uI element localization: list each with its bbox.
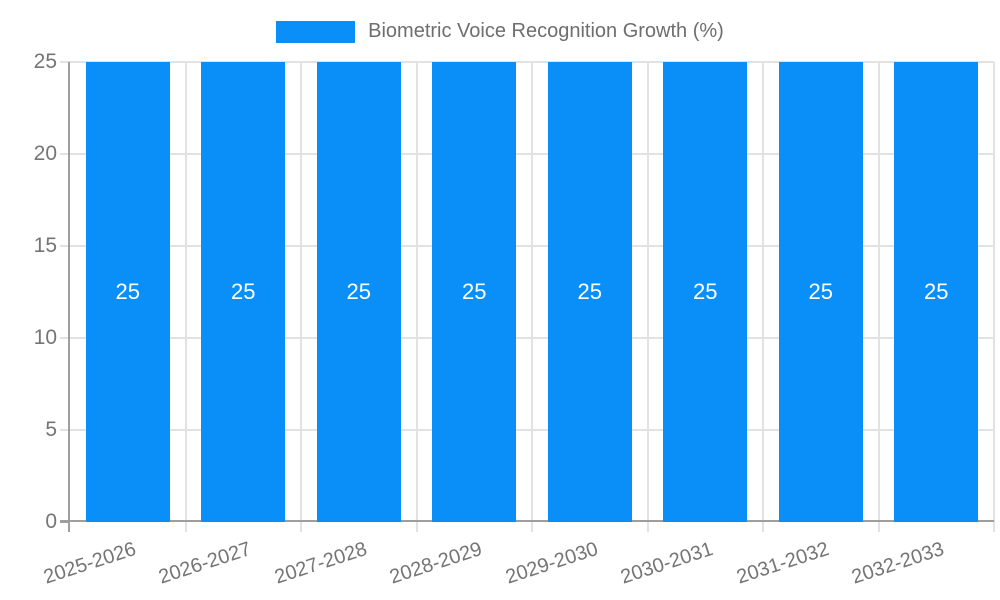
bar [316, 62, 401, 522]
x-tick-mark [531, 522, 533, 532]
bar-value-label: 25 [577, 279, 602, 304]
y-tick-label: 10 [33, 326, 57, 349]
x-tick-label: 2026-2027 [156, 538, 255, 589]
y-tick-label: 0 [45, 510, 57, 533]
x-gridline [184, 62, 187, 522]
y-tick-label: 25 [33, 50, 57, 73]
x-gridline [531, 62, 533, 522]
x-tick-label: 2032-2033 [849, 538, 948, 589]
y-axis-line [68, 62, 70, 532]
y-tick-mark [60, 245, 70, 247]
bar-value-label: 25 [346, 279, 371, 304]
bar [201, 62, 286, 522]
x-gridline [762, 62, 764, 522]
y-tick-label: 20 [33, 142, 57, 165]
y-tick-mark [60, 429, 70, 431]
bar-value-label: 25 [924, 279, 949, 304]
x-tick-mark [300, 522, 302, 532]
legend[interactable]: Biometric Voice Recognition Growth (%) [0, 20, 1000, 43]
x-tick-label: 2030-2031 [618, 538, 717, 589]
y-tick-mark [60, 337, 70, 339]
bar-value-label: 25 [115, 279, 140, 304]
x-gridline [415, 62, 418, 522]
bar-value-label: 25 [808, 279, 833, 304]
x-gridline [300, 62, 302, 522]
x-tick-mark [762, 522, 764, 532]
bar [85, 62, 170, 522]
x-axis-line [60, 520, 994, 522]
legend-label: Biometric Voice Recognition Growth (%) [368, 20, 724, 42]
x-tick-mark [646, 522, 649, 532]
bar-value-label: 25 [231, 279, 256, 304]
legend-swatch[interactable] [276, 20, 356, 43]
x-tick-mark [993, 522, 995, 532]
x-tick-mark [184, 522, 187, 532]
bar [663, 62, 748, 522]
x-tick-label: 2029-2030 [502, 538, 601, 589]
bar [778, 62, 863, 522]
x-tick-mark [877, 522, 880, 532]
x-tick-label: 2031-2032 [733, 538, 832, 589]
y-tick-mark [60, 153, 70, 155]
x-gridline [993, 62, 995, 522]
x-tick-label: 2028-2029 [387, 538, 486, 589]
y-tick-label: 15 [33, 234, 57, 257]
x-tick-label: 2025-2026 [40, 538, 139, 589]
x-gridline [646, 62, 649, 522]
x-tick-mark [415, 522, 418, 532]
x-gridline [877, 62, 880, 522]
y-tick-mark [60, 521, 70, 523]
bar-value-label: 25 [693, 279, 718, 304]
bar [547, 62, 632, 522]
y-tick-mark [60, 61, 70, 63]
bar [894, 62, 979, 522]
bar-value-label: 25 [462, 279, 487, 304]
y-tick-label: 5 [45, 418, 57, 441]
x-tick-label: 2027-2028 [271, 538, 370, 589]
bar [432, 62, 517, 522]
